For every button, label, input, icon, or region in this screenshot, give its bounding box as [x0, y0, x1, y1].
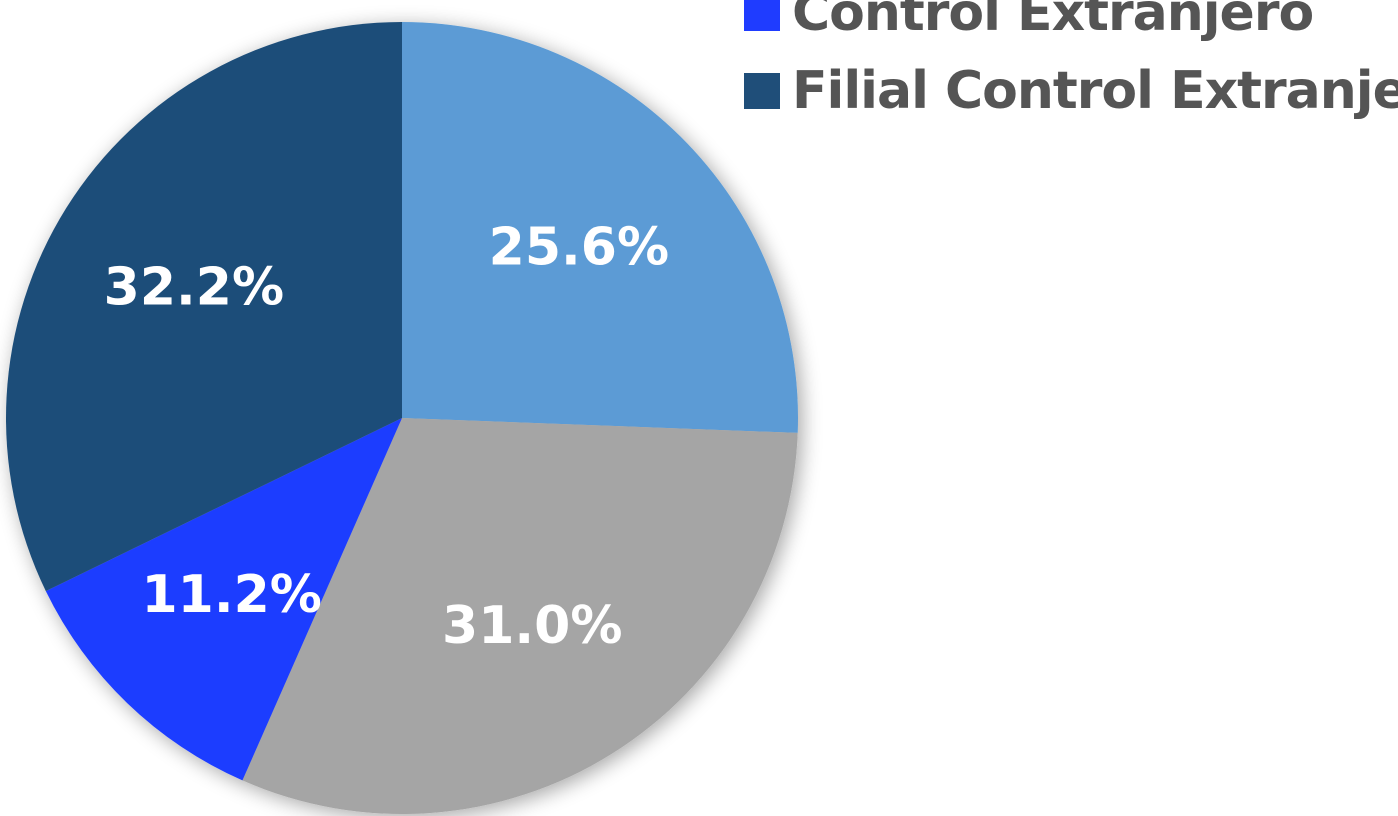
pie-slice-1[interactable]	[242, 418, 798, 814]
legend: Control Extranjero Filial Control Extran…	[744, 0, 1398, 128]
pie-slices	[5, 22, 798, 814]
legend-swatch	[744, 73, 780, 109]
pie-slice-2[interactable]	[45, 418, 403, 781]
pie-slice-label-3: 32.2%	[104, 258, 284, 318]
pie-slice-labels: 25.6% 31.0% 11.2% 32.2%	[104, 218, 669, 656]
legend-swatch	[744, 0, 780, 31]
legend-label: Control Extranjero	[792, 0, 1314, 43]
legend-label: Filial Control Extranjero	[792, 61, 1398, 121]
legend-item-filial-control-extranjero[interactable]: Filial Control Extranjero	[744, 54, 1398, 128]
pie-slice-label-0: 25.6%	[489, 218, 669, 278]
pie-slice-label-1: 31.0%	[442, 596, 622, 656]
legend-item-control-extranjero[interactable]: Control Extranjero	[744, 0, 1398, 50]
pie-slice-3[interactable]	[5, 22, 402, 592]
pie-slice-0[interactable]	[402, 22, 798, 433]
pie-slice-label-2: 11.2%	[141, 565, 321, 625]
